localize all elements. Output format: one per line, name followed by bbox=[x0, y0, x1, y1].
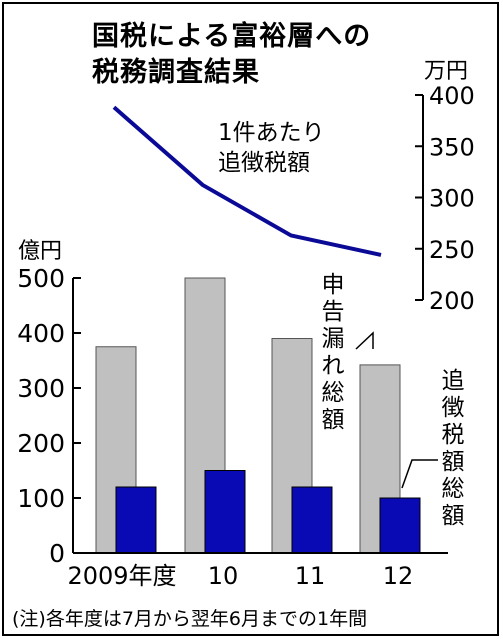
bar-series-label-additional: 追徴税額総額 bbox=[441, 368, 465, 529]
bar-y-tick-label-5: 500 bbox=[17, 264, 65, 293]
bar-y-axis-unit: 億円 bbox=[18, 239, 62, 264]
bar-series-label-unreported: 申告漏れ総額 bbox=[321, 272, 345, 433]
line-y-tick-label-4: 400 bbox=[429, 82, 475, 110]
leader-unreported bbox=[355, 331, 374, 350]
bar-y-tick-label-0: 0 bbox=[49, 539, 65, 568]
bar-y-tick-label-4: 400 bbox=[17, 319, 65, 348]
line-y-tick-label-0: 200 bbox=[429, 287, 475, 315]
line-y-tick-label-2: 300 bbox=[429, 185, 475, 213]
line-y-tick-label-1: 250 bbox=[429, 236, 475, 264]
x-tick-label-3: 12 bbox=[383, 562, 414, 590]
bar-y-tick-label-2: 200 bbox=[17, 429, 65, 458]
bar-y-tick-label-3: 300 bbox=[17, 374, 65, 403]
chart-frame bbox=[2, 2, 499, 636]
chart-title-line1: 国税による富裕層への bbox=[92, 21, 372, 52]
bar-additional-0 bbox=[115, 486, 157, 554]
bar-additional-1 bbox=[204, 470, 246, 554]
chart-title-line2: 税務調査結果 bbox=[92, 57, 260, 88]
line-series-per-case bbox=[112, 105, 382, 257]
bar-y-tick-label-1: 100 bbox=[17, 484, 65, 513]
x-tick-label-1: 10 bbox=[208, 562, 239, 590]
footnote: (注)各年度は7月から翌年6月までの1年間 bbox=[12, 608, 368, 630]
x-tick-label-2: 11 bbox=[295, 562, 326, 590]
line-y-axis-unit: 万円 bbox=[424, 59, 468, 84]
x-tick-label-0: 2009年度 bbox=[67, 562, 176, 590]
leader-additional bbox=[401, 459, 438, 489]
bar-additional-2 bbox=[291, 486, 333, 554]
bar-additional-3 bbox=[379, 497, 421, 554]
line-series-label: 1件あたり 追徴税額 bbox=[218, 120, 325, 176]
line-y-tick-label-3: 350 bbox=[429, 133, 475, 161]
